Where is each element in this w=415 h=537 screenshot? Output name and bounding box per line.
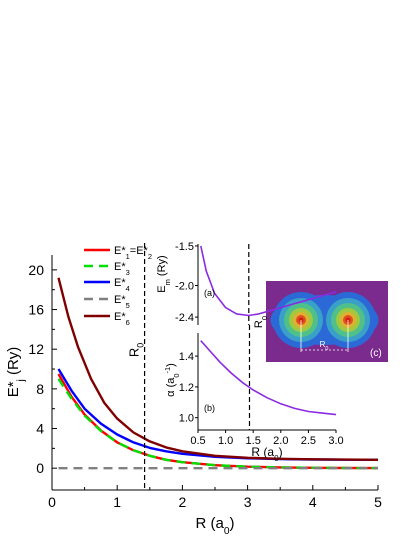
inset-b-y-tick-label: 1.4 (179, 351, 194, 363)
y-axis-label: E*j (Ry) (5, 347, 27, 398)
inset-a-tag: (a) (204, 288, 215, 298)
series-line-0 (200, 340, 337, 416)
inset-b-x-tick-label: 1.5 (246, 435, 261, 447)
inset-b-y-tick-label: 1.0 (179, 413, 194, 425)
x-tick-label: 0 (48, 494, 56, 510)
series-line-e-6 (57, 277, 379, 461)
inset-b-x-tick-label: 1.0 (218, 435, 233, 447)
series-line-0 (200, 245, 337, 317)
inset-b-tag: (b) (204, 403, 215, 413)
inset-a-y-tick-label: -1.5 (175, 241, 194, 253)
y-tick-label: 20 (28, 262, 44, 278)
inset-b-x-tick-label: 0.5 (190, 435, 205, 447)
inset-b-y-axis-label: α (a0-1) (163, 363, 181, 397)
inset-b-y-tick-label: 1.2 (179, 382, 194, 394)
y-tick-label: 16 (28, 302, 44, 318)
inset-a-r0-label: R0 (253, 316, 269, 328)
y-tick-label: 0 (36, 460, 44, 476)
legend-label: E*5 (114, 294, 130, 310)
y-tick-label: 8 (36, 381, 44, 397)
series-line-e-3 (57, 378, 379, 470)
x-tick-label: 1 (113, 494, 121, 510)
legend-label: E*6 (114, 311, 130, 327)
r0-label: R0 (127, 343, 146, 357)
inset-c-tag: (c) (370, 348, 382, 359)
legend-label: E*3 (114, 261, 130, 277)
inset-a-y-axis-label: Em (Ry) (156, 255, 172, 292)
y-tick-label: 4 (36, 421, 44, 437)
y-tick-label: 12 (28, 341, 44, 357)
inset-b-x-axis-label: R (a0) (251, 445, 282, 463)
x-tick-label: 3 (244, 494, 252, 510)
inset-b-x-tick-label: 2.5 (301, 435, 316, 447)
inset-a-y-tick-label: -2.4 (175, 312, 194, 324)
inset-b-x-tick-label: 3.0 (328, 435, 343, 447)
x-tick-label: 5 (374, 494, 382, 510)
inset-a-chart: -2.4 -2.0 -1.5 (a) Em (Ry) R0 (156, 241, 337, 328)
legend: E*1=E*2E*3E*4E*5E*6 (84, 245, 152, 327)
inset-c-density-map: R0 (c) (266, 281, 388, 362)
inset-a-y-tick-label: -2.0 (175, 280, 194, 292)
legend-label: E*4 (114, 277, 130, 293)
inset-b-x-tick-label: 2.0 (273, 435, 288, 447)
x-tick-label: 4 (309, 494, 317, 510)
legend-label: E*1=E*2 (114, 245, 152, 261)
x-tick-label: 2 (179, 494, 187, 510)
x-axis-label: R (a0) (195, 515, 234, 537)
inset-b-chart: 1.0 1.2 1.4 0.5 1.0 1.5 2.0 2.5 3.0 (b) α (a0-1) R … (163, 325, 344, 463)
series-line-e-1-e-2 (57, 373, 379, 470)
inset-c-distance-label: R0 (320, 340, 329, 352)
